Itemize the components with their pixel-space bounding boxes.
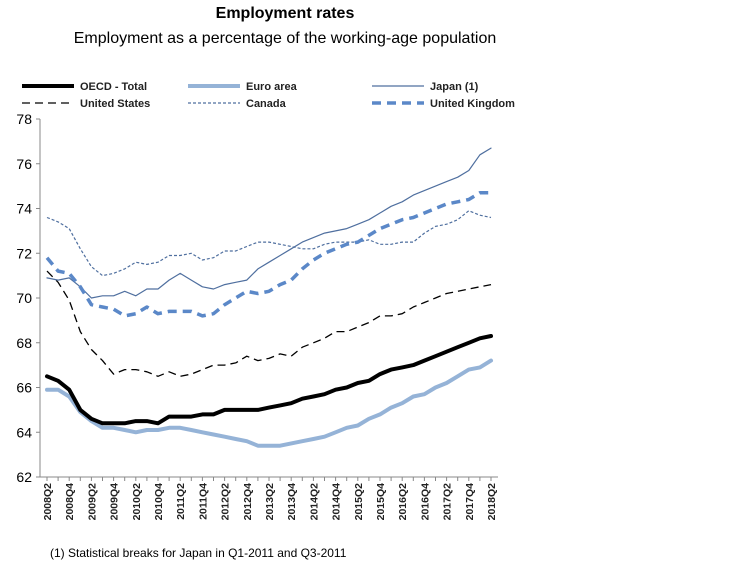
y-tick-label: 66 xyxy=(16,380,32,396)
x-tick-label: 2009Q2 xyxy=(86,483,98,521)
x-tick-label: 2018Q2 xyxy=(486,483,498,521)
x-tick-label: 2014Q2 xyxy=(308,483,320,521)
legend-label-united-kingdom: United Kingdom xyxy=(430,98,515,110)
x-tick-label: 2010Q4 xyxy=(153,483,165,521)
y-tick-label: 64 xyxy=(16,424,32,440)
legend-label-canada: Canada xyxy=(246,98,287,110)
chart-title: Employment rates xyxy=(215,5,355,22)
series-lines xyxy=(45,147,493,448)
x-tick-label: 2012Q4 xyxy=(242,483,254,521)
chart-subtitle: Employment as a percentage of the workin… xyxy=(73,30,497,47)
x-tick-label: 2008Q2 xyxy=(42,483,54,521)
x-tick-label: 2014Q4 xyxy=(331,483,343,521)
series-line-euro-area xyxy=(45,358,493,448)
x-tick-label: 2015Q4 xyxy=(375,483,387,521)
series-line-japan-1 xyxy=(46,147,492,299)
series-line-oecd-total xyxy=(45,334,493,426)
y-tick-label: 68 xyxy=(16,335,32,351)
legend-label-oecd-total: OECD - Total xyxy=(80,81,147,93)
x-tick-label: 2017Q2 xyxy=(442,483,454,521)
series-line-canada xyxy=(46,210,492,277)
y-tick-label: 72 xyxy=(16,245,32,261)
legend-label-japan-1: Japan (1) xyxy=(430,81,479,93)
x-tick-label: 2011Q2 xyxy=(175,483,187,520)
y-tick-label: 74 xyxy=(16,201,32,217)
legend-label-euro-area: Euro area xyxy=(246,81,298,93)
x-tick-label: 2013Q4 xyxy=(286,483,298,521)
x-tick-label: 2010Q2 xyxy=(131,483,143,521)
x-tick-label: 2011Q4 xyxy=(197,483,209,520)
axes: 62 64 66 68 70 72 74 76 78 2008Q2 2008Q4 2009Q2 2009… xyxy=(16,111,498,520)
x-tick-label: 2013Q2 xyxy=(264,483,276,521)
x-tick-label: 2008Q4 xyxy=(64,483,76,521)
x-tick-label: 2016Q2 xyxy=(397,483,409,521)
x-tick-label: 2016Q4 xyxy=(419,483,431,521)
y-tick-label: 62 xyxy=(16,469,32,485)
x-tick-label: 2009Q4 xyxy=(109,483,121,521)
footnote: (1) Statistical breaks for Japan in Q1-2… xyxy=(50,546,347,560)
y-tick-label: 70 xyxy=(16,290,32,306)
y-tick-label: 78 xyxy=(16,111,32,127)
series-line-united-states xyxy=(46,270,492,377)
x-tick-label: 2012Q2 xyxy=(220,483,232,521)
legend: OECD - Total Euro area Japan (1) United Sta… xyxy=(22,81,515,110)
legend-label-united-states: United States xyxy=(80,98,150,110)
x-tick-label: 2017Q4 xyxy=(464,483,476,521)
y-tick-label: 76 xyxy=(16,156,32,172)
x-tick-label: 2015Q2 xyxy=(353,483,365,521)
series-line-united-kingdom xyxy=(45,191,491,318)
